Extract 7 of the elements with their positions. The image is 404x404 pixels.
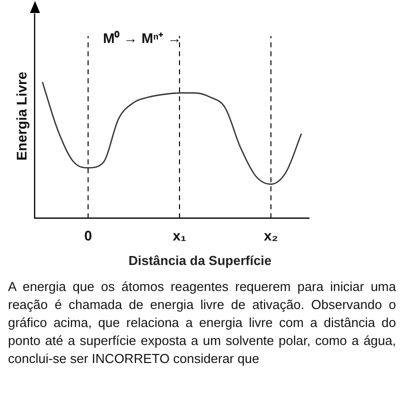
- x-tick-label: x₂: [264, 227, 278, 244]
- x-axis-title: Distância da Superfície: [127, 253, 273, 268]
- text: M⁰ → Mⁿ⁺ →: [103, 29, 182, 47]
- y-axis-title: Energia Livre: [13, 72, 30, 160]
- x-tick-label: 0: [84, 227, 92, 244]
- text: A energia que os átomos reagentes requerem para iniciar uma reação é chamada de energia livre de ativação. Observando o gráfico acima, que relaciona a energia livre com a distância do ponto até a superfície exposta a um solvente polar, como a água, conclui-se ser INCORRETO considerar que: [7, 278, 397, 368]
- x-tick-label: x₁: [172, 227, 187, 244]
